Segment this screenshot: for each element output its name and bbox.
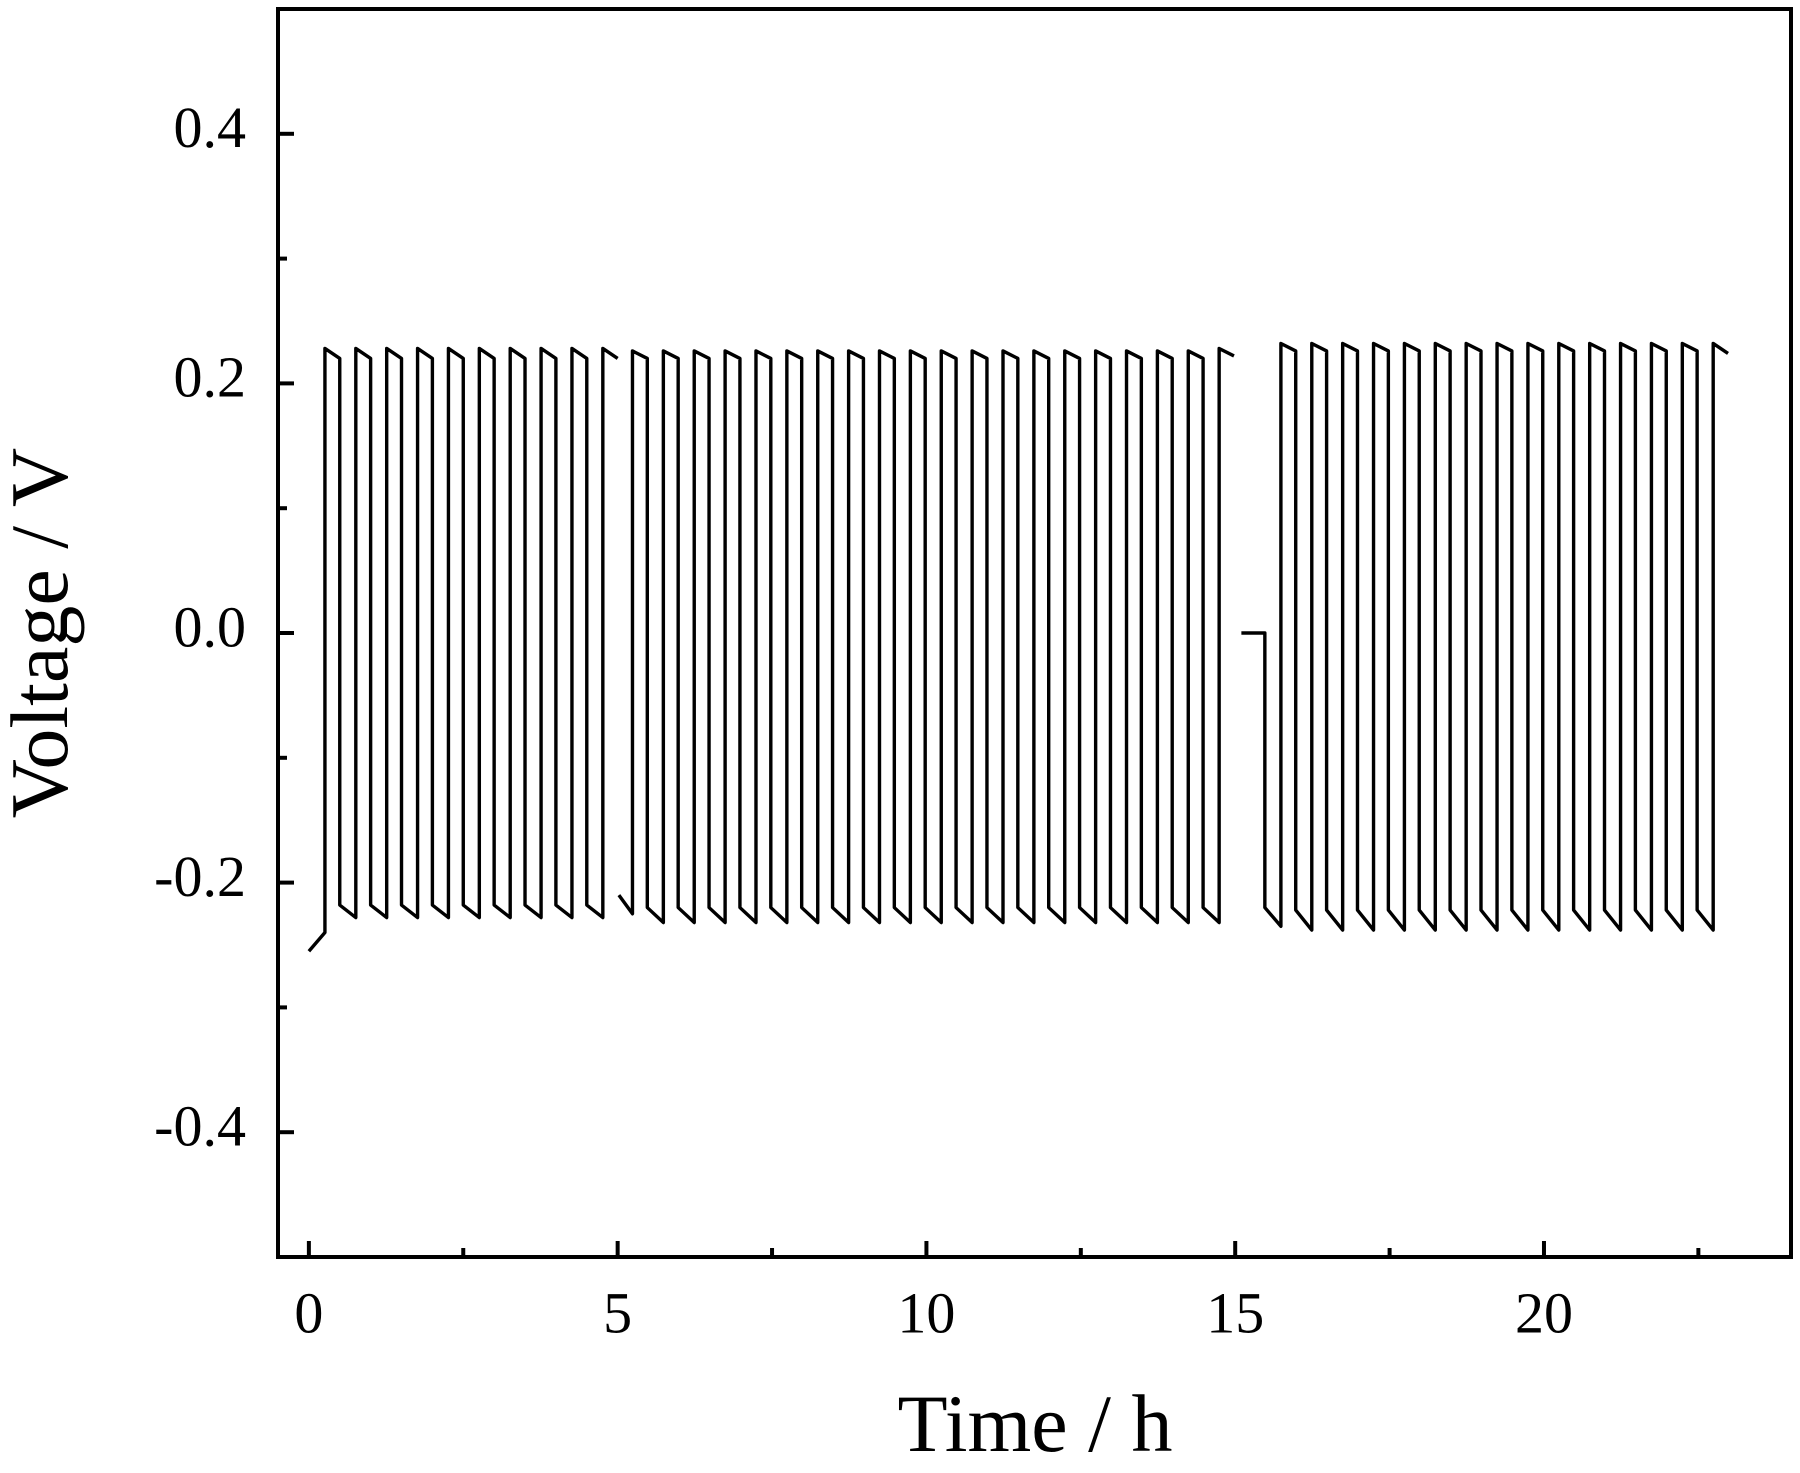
x-tick-label: 15 (1206, 1280, 1264, 1345)
x-axis-title: Time / h (898, 1378, 1173, 1469)
y-tick-label: 0.0 (174, 594, 247, 659)
x-tick-label: 5 (603, 1280, 632, 1345)
y-axis-title: Voltage / V (0, 448, 85, 819)
y-tick-label: -0.4 (154, 1094, 246, 1159)
x-tick-label: 0 (294, 1280, 323, 1345)
x-tick-label: 10 (897, 1280, 955, 1345)
y-tick-label: 0.4 (174, 95, 247, 160)
y-tick-label: -0.2 (154, 844, 246, 909)
x-tick-label: 20 (1515, 1280, 1573, 1345)
data-line (307, 341, 1729, 953)
y-tick-label: 0.2 (174, 345, 247, 410)
